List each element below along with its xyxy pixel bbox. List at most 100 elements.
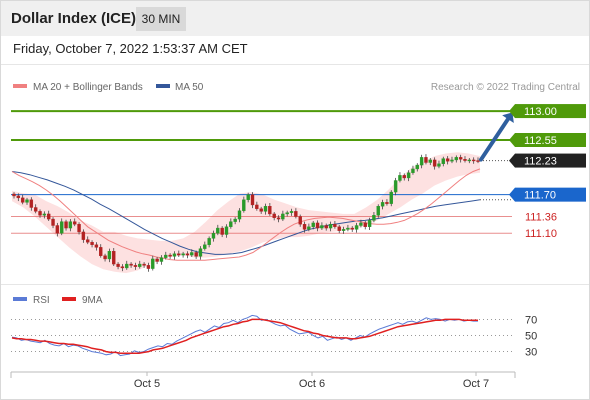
candle-body — [411, 168, 415, 173]
candle-body — [138, 263, 142, 267]
level-label-111-70: 111.70 — [524, 190, 556, 202]
candle-body — [94, 244, 99, 248]
candle-body — [146, 265, 151, 269]
rsi-ma9-line — [11, 318, 478, 354]
candle-body — [320, 225, 324, 229]
candle-body — [367, 220, 372, 227]
candle-body — [246, 194, 250, 200]
candle-body — [129, 263, 133, 266]
chart-datetime: Friday, October 7, 2022 1:53:37 AM CET — [13, 41, 248, 56]
candle-body — [337, 226, 341, 231]
candle-body — [289, 211, 294, 213]
candle-body — [224, 226, 229, 235]
x-tick-label: Oct 7 — [463, 378, 489, 390]
candle-body — [393, 180, 398, 193]
candle-body — [450, 159, 454, 162]
level-label-111-10: 111.10 — [525, 228, 557, 240]
candle-body — [107, 251, 112, 260]
candle-body — [60, 221, 64, 234]
candle-body — [354, 225, 359, 230]
candle-body — [255, 204, 259, 209]
candle-body — [311, 222, 315, 227]
candle-body — [458, 157, 463, 160]
candle-body — [346, 227, 350, 230]
panel-separator — [1, 284, 589, 285]
ma50-line — [11, 171, 481, 255]
credit-text: Research © 2022 Trading Central — [431, 82, 580, 93]
candle-body — [155, 258, 159, 262]
candle-body — [177, 253, 181, 256]
level-label-111-70-bg — [515, 187, 586, 202]
candle-body — [190, 252, 194, 256]
candle-body — [341, 229, 346, 231]
candle-body — [207, 238, 211, 245]
candle-body — [259, 208, 263, 212]
candle-body — [151, 258, 155, 269]
candle-body — [445, 158, 450, 162]
candle-body — [46, 213, 51, 220]
candle-body — [281, 213, 285, 220]
rsi-line — [11, 314, 478, 357]
candle-body — [285, 212, 289, 215]
candle-body — [181, 253, 185, 256]
candle-body — [16, 195, 21, 199]
candle-body — [324, 225, 328, 229]
candle-body — [294, 211, 298, 217]
candle-body — [233, 218, 237, 222]
candle-body — [90, 242, 94, 245]
level-label-113-00-pointer — [509, 104, 515, 119]
candle-body — [229, 221, 233, 227]
candle-body — [77, 224, 81, 233]
candle-body — [68, 221, 73, 229]
title-bar — [1, 1, 589, 36]
candle-body — [51, 218, 55, 226]
x-tick-label: Oct 6 — [299, 378, 325, 390]
candle-body — [216, 227, 220, 234]
level-label-113-00: 113.00 — [524, 106, 557, 118]
candle-body — [29, 199, 34, 208]
level-label-112-55-pointer — [509, 133, 515, 147]
ma20-legend-swatch — [13, 84, 27, 88]
candle-body — [194, 252, 198, 257]
candle-body — [315, 222, 320, 229]
candle-body — [415, 164, 419, 170]
bollinger-band — [12, 152, 480, 274]
candle-body — [73, 221, 77, 225]
interval-button[interactable]: 30 MIN — [136, 7, 186, 31]
candle-body — [419, 157, 424, 166]
level-label-112-55: 112.55 — [524, 135, 557, 147]
candle-body — [428, 159, 432, 163]
candle-body — [467, 159, 472, 162]
ma50-legend-label: MA 50 — [175, 82, 204, 93]
ma9-legend-swatch — [62, 297, 76, 301]
candle-body — [263, 206, 268, 212]
level-label-112-23-bg — [515, 153, 586, 168]
candle-body — [380, 202, 385, 207]
candle-body — [298, 216, 302, 225]
candle-body — [86, 239, 90, 243]
header-separator — [1, 64, 589, 65]
candle-body — [142, 263, 146, 266]
candle-body — [272, 213, 276, 218]
candle-body — [12, 193, 16, 197]
candle-body — [120, 266, 125, 269]
candle-body — [406, 172, 411, 179]
candle-body — [328, 224, 333, 229]
candle-body — [25, 199, 29, 203]
candle-body — [437, 163, 441, 167]
candle-body — [38, 211, 42, 216]
candle-body — [350, 227, 354, 230]
ma9-legend-label: 9MA — [82, 295, 103, 306]
candle-body — [471, 159, 476, 162]
ma20-line — [11, 168, 481, 261]
candle-body — [463, 159, 467, 161]
candle-body — [398, 175, 402, 181]
rsi-legend-label: RSI — [33, 295, 50, 306]
ma50-legend-swatch — [156, 84, 170, 88]
ma20-legend-label: MA 20 + Bollinger Bands — [33, 82, 143, 93]
candle-body — [116, 263, 120, 267]
candle-body — [42, 213, 47, 216]
level-label-111-70-pointer — [509, 187, 515, 202]
candle-body — [454, 157, 459, 161]
rsi-legend-swatch — [13, 297, 27, 301]
